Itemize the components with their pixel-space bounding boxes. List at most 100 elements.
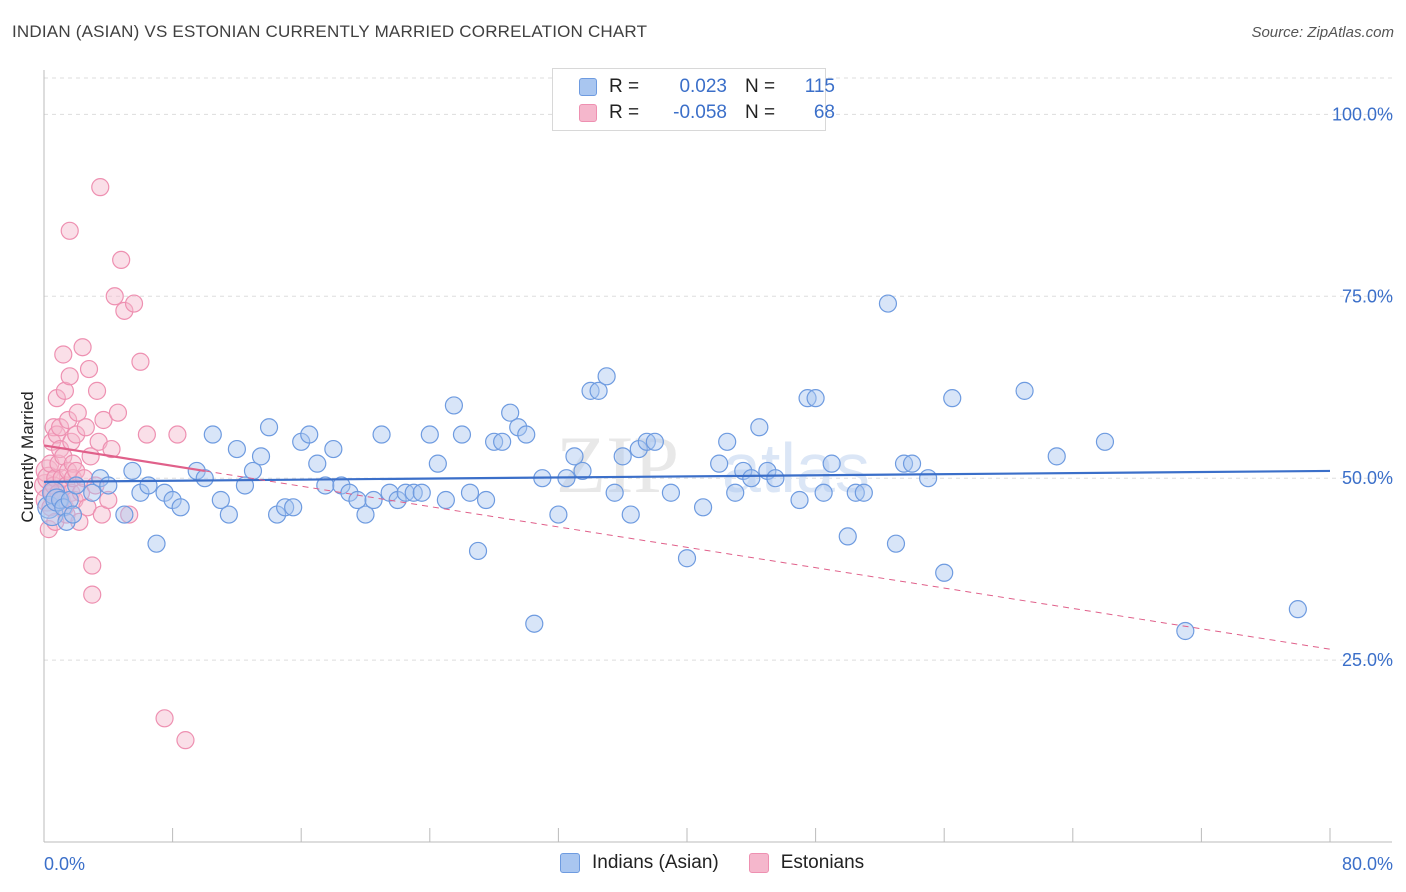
- y-axis-label: Currently Married: [18, 391, 37, 522]
- data-point: [886, 534, 906, 553]
- data-point: [661, 483, 681, 502]
- data-point: [67, 476, 86, 495]
- y-tick-label: 75.0%: [1342, 286, 1393, 306]
- data-point: [935, 563, 954, 582]
- data-point: [428, 454, 447, 473]
- y-tick-labels: 25.0% 50.0% 75.0% 100.0%: [1332, 104, 1393, 670]
- data-point: [838, 527, 857, 546]
- legend-swatch-blue: [579, 78, 597, 96]
- data-point: [63, 505, 83, 524]
- data-point: [219, 505, 238, 524]
- legend-label-indians: Indians (Asian): [592, 852, 719, 873]
- data-point: [91, 178, 110, 197]
- legend-n-label: N =: [745, 102, 776, 123]
- data-point: [76, 418, 95, 437]
- data-point: [452, 425, 472, 444]
- data-point: [919, 469, 938, 488]
- series-legend: Indians (Asian) Estonians: [560, 852, 894, 874]
- data-point: [68, 403, 87, 422]
- data-point: [259, 418, 279, 437]
- trend-line-indians: [43, 469, 1331, 483]
- data-point: [501, 403, 520, 422]
- legend-r-label: R =: [609, 76, 640, 97]
- data-point: [718, 432, 737, 451]
- data-point: [195, 469, 214, 488]
- legend-item-estonians[interactable]: Estonians: [748, 852, 865, 874]
- data-point: [227, 439, 246, 459]
- data-point: [211, 490, 230, 510]
- data-point: [300, 425, 319, 444]
- data-point: [565, 447, 584, 466]
- data-point: [1047, 447, 1066, 466]
- chart-title: INDIAN (ASIAN) VS ESTONIAN CURRENTLY MAR…: [12, 22, 648, 41]
- data-point: [99, 476, 118, 495]
- legend-row-indians: R = 0.023 N = 115: [579, 75, 835, 99]
- data-point: [83, 585, 102, 604]
- data-point: [412, 483, 431, 502]
- data-point: [79, 359, 99, 379]
- trend-lines: [43, 444, 1331, 650]
- data-point: [726, 483, 745, 502]
- data-point: [750, 418, 769, 437]
- legend-item-indians[interactable]: Indians (Asian): [560, 852, 719, 874]
- data-point: [372, 425, 391, 444]
- data-point: [814, 483, 833, 502]
- axis-labels: Currently Married 0.0% 80.0%: [18, 391, 1393, 874]
- x-tick-label-max: 80.0%: [1342, 854, 1393, 874]
- data-point: [155, 709, 174, 728]
- data-point: [943, 389, 962, 408]
- data-point: [645, 432, 664, 451]
- legend-n-value: 68: [813, 102, 835, 123]
- data-point: [460, 483, 480, 502]
- data-point: [902, 454, 922, 473]
- data-point: [108, 403, 128, 422]
- data-point: [1015, 381, 1034, 400]
- data-point: [120, 505, 139, 524]
- data-point: [444, 396, 464, 415]
- legend-label-estonians: Estonians: [780, 852, 865, 873]
- data-point: [54, 345, 73, 364]
- data-point: [70, 512, 89, 531]
- data-point: [1095, 432, 1115, 451]
- data-point: [60, 367, 79, 386]
- data-point: [822, 454, 841, 473]
- data-point: [420, 425, 439, 444]
- data-point: [102, 439, 121, 459]
- data-point: [493, 432, 512, 451]
- data-point: [78, 498, 97, 517]
- data-point: [123, 461, 142, 481]
- data-point: [83, 556, 102, 575]
- trend-line-estonians-solid: [43, 444, 205, 473]
- data-point: [517, 425, 536, 444]
- data-point: [589, 381, 608, 400]
- legend-n-value: 115: [804, 76, 835, 97]
- data-point: [878, 294, 898, 313]
- y-tick-label: 50.0%: [1342, 468, 1393, 488]
- data-point: [131, 352, 150, 371]
- chart-source: Source: ZipAtlas.com: [1251, 24, 1394, 41]
- data-point: [94, 410, 113, 430]
- data-point: [112, 250, 131, 270]
- data-point: [99, 490, 118, 510]
- data-point: [168, 425, 187, 444]
- data-point: [251, 447, 271, 466]
- data-point: [525, 614, 544, 633]
- data-point: [139, 476, 158, 495]
- legend-swatch-indians: [560, 853, 580, 873]
- trend-line-estonians-dashed: [204, 470, 1331, 650]
- data-point: [39, 520, 58, 539]
- data-point: [621, 505, 640, 524]
- data-point: [693, 498, 713, 517]
- y-tick-label: 100.0%: [1332, 104, 1393, 124]
- data-point: [203, 425, 222, 444]
- data-point: [597, 367, 616, 386]
- data-point: [60, 221, 79, 240]
- legend-swatch-estonians: [748, 853, 769, 873]
- data-point: [171, 498, 190, 517]
- data-point: [176, 731, 195, 750]
- x-tick-label-min: 0.0%: [44, 854, 85, 874]
- data-point: [613, 447, 632, 466]
- data-point: [573, 461, 592, 481]
- data-point: [1288, 600, 1307, 619]
